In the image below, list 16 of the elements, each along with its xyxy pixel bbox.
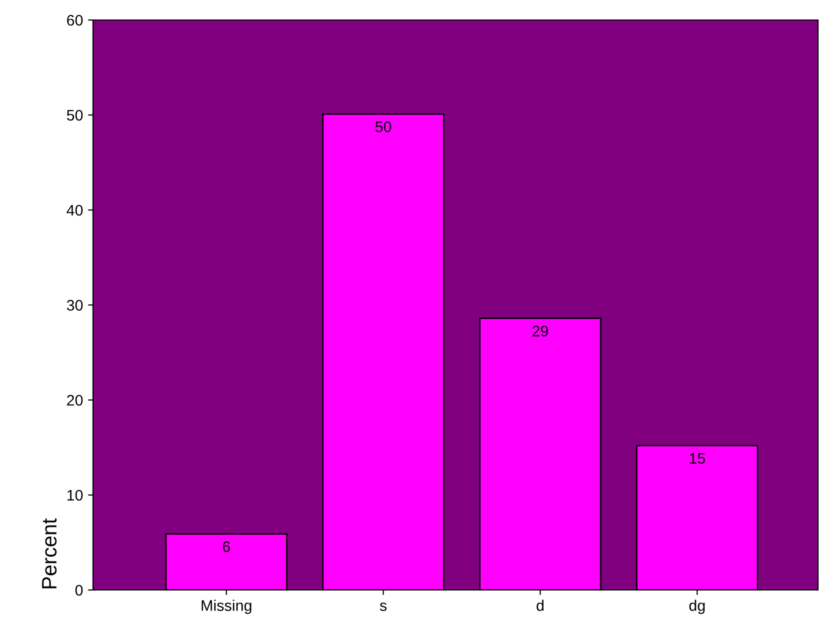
y-tick-label: 50 xyxy=(66,110,83,121)
y-tick-label: 60 xyxy=(67,14,83,26)
x-tick-label: s xyxy=(380,602,387,611)
y-tick-label: 30 xyxy=(66,300,83,311)
data-label: 15 xyxy=(690,453,706,464)
y-axis-title: Percent xyxy=(42,518,57,588)
y-tick-label: 10 xyxy=(67,490,83,501)
data-label: 6 xyxy=(222,541,230,552)
x-tick-label: d xyxy=(536,600,544,611)
x-tick-label: dg xyxy=(689,600,705,614)
y-tick-label: 40 xyxy=(66,204,83,216)
y-tick-label: 20 xyxy=(67,394,83,406)
data-label: 50 xyxy=(375,121,392,132)
y-tick-label: 0 xyxy=(75,584,83,596)
x-tick-label: Missing xyxy=(202,600,252,614)
data-label: 29 xyxy=(532,326,548,336)
